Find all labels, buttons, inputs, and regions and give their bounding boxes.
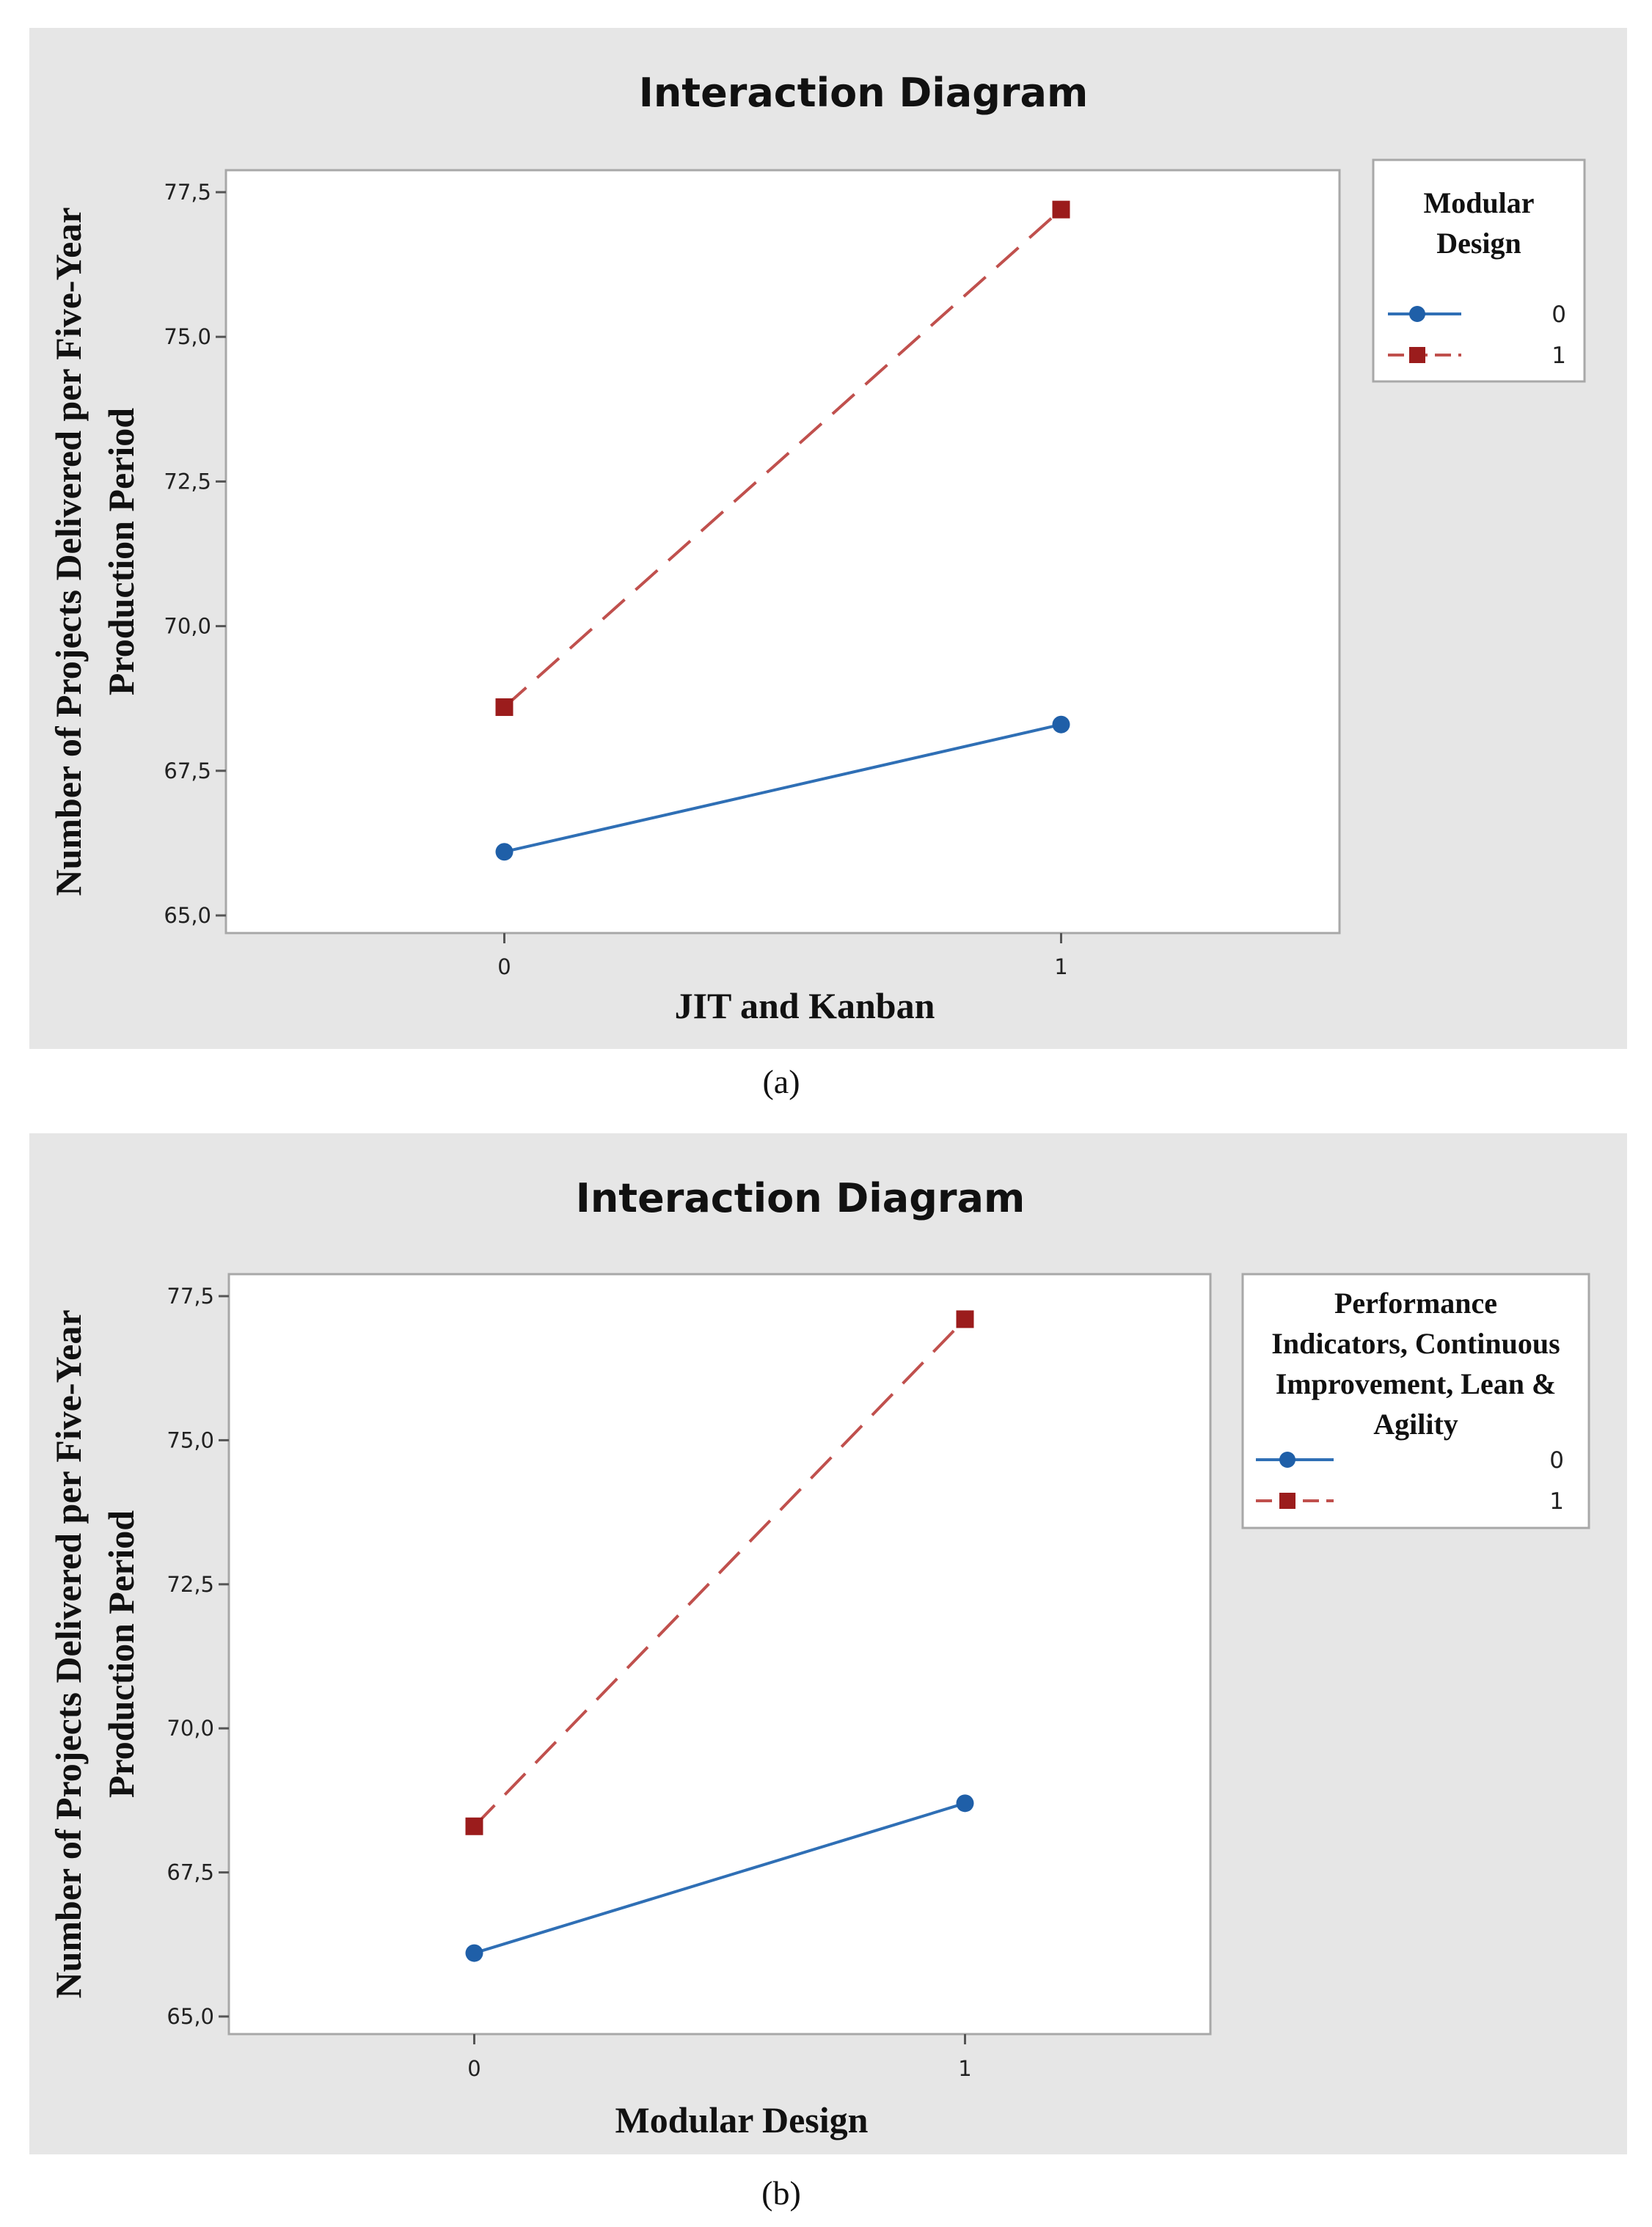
legend-entry-1: 1 [1256,1488,1564,1515]
data-point-1-0 [495,698,513,717]
legend-label: 1 [1552,343,1566,369]
y-tick-label: 72,5 [164,469,211,494]
y-axis-label-line-2: Production Period [100,408,142,695]
figure-caption: (a) [762,1063,800,1100]
x-axis-label: JIT and Kanban [675,985,935,1026]
y-tick-label: 75,0 [164,324,211,349]
y-tick-label: 72,5 [167,1572,214,1597]
legend-entry-0: 0 [1256,1447,1564,1474]
series-line-1 [473,1318,966,1828]
legend-title-line: Performance [1334,1287,1497,1320]
chart-title: Interaction Diagram [576,1175,1025,1221]
legend-box [1241,1273,1590,1529]
data-point-1-1 [956,1310,974,1328]
plot-area [224,169,1341,935]
legend: Performance Indicators, Continuous Improve… [1241,1273,1590,1529]
legend-title-line: Improvement, Lean & [1276,1367,1557,1400]
y-axis-label-line-1: Number of Projects Delivered per Five-Ye… [48,207,89,896]
x-tick-label: 1 [1054,954,1067,979]
legend-entry-1: 1 [1388,343,1566,369]
y-tick-label: 65,0 [167,2004,214,2029]
legend-label: 1 [1549,1488,1564,1515]
series-line-0 [504,723,1061,854]
y-tick-label: 65,0 [164,903,211,928]
x-tick-label: 0 [467,2056,480,2081]
data-point-0-0 [495,843,513,861]
y-tick-label: 75,0 [167,1427,214,1452]
plot-area [227,1273,1212,2036]
y-tick-label: 70,0 [167,1716,214,1741]
legend-marker-square [1279,1493,1295,1509]
data-point-0-1 [1052,715,1070,734]
legend: Modular Design 0 1 [1372,158,1586,383]
y-tick-label: 67,5 [167,1860,214,1885]
series-1 [495,200,1070,717]
data-point-1-1 [1052,200,1070,219]
legend-marker-circle [1409,306,1425,322]
y-axis-label-line-2: Production Period [100,1510,142,1798]
data-point-1-0 [465,1817,483,1835]
legend-title-line: Modular [1423,186,1534,219]
x-tick-label: 0 [497,954,511,979]
x-axis-label: Modular Design [615,2099,869,2140]
y-axis: 65,0 67,5 70,0 72,5 75,0 77,5 [167,1284,229,2029]
series-0 [495,715,1070,861]
legend-entry-0: 0 [1388,301,1566,328]
legend-marker-square [1409,347,1425,363]
y-tick-label: 67,5 [164,758,211,783]
y-tick-label: 77,5 [164,180,211,205]
legend-box [1372,158,1586,383]
series-0 [465,1794,974,1962]
legend-title-line: Design [1436,227,1521,260]
legend-title-line: Indicators, Continuous [1271,1327,1560,1360]
figure-caption: (b) [761,2174,801,2212]
legend-title-line: Agility [1373,1408,1458,1441]
legend-label: 0 [1552,301,1566,328]
data-point-0-0 [465,1944,483,1962]
series-line-0 [473,1802,966,1955]
chart-title: Interaction Diagram [639,70,1088,116]
series-line-1 [503,208,1062,709]
x-tick-label: 1 [958,2056,971,2081]
chart-a: Interaction Diagram 65,0 67,5 70,0 72,5 75,0 7… [29,28,1627,1100]
y-tick-label: 70,0 [164,614,211,639]
legend-label: 0 [1549,1447,1564,1474]
series-1 [465,1310,974,1835]
y-axis-label-line-1: Number of Projects Delivered per Five-Ye… [48,1309,89,1998]
y-axis: 65,0 67,5 70,0 72,5 75,0 77,5 [164,180,226,928]
legend-marker-circle [1279,1452,1295,1468]
data-point-0-1 [956,1794,974,1813]
chart-b: Interaction Diagram 65,0 67,5 70,0 72,5 75,0 7… [29,1133,1627,2212]
y-tick-label: 77,5 [167,1284,214,1309]
